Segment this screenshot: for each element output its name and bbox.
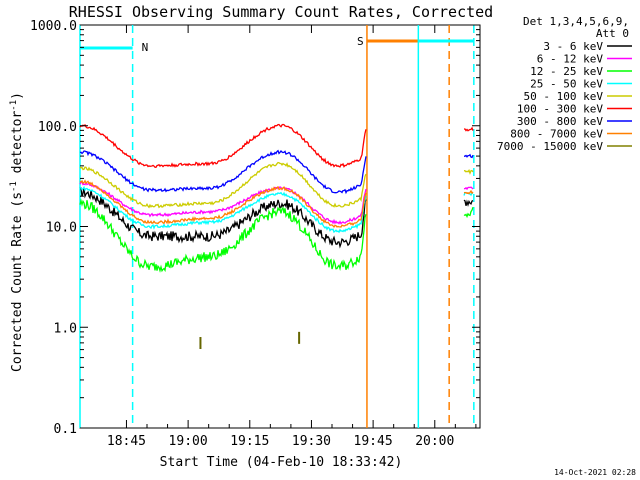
series-line-300-800-keV xyxy=(79,149,367,195)
flag-label: S xyxy=(357,35,364,48)
legend-header-2: Att 0 xyxy=(596,27,629,40)
y-tick-label: 1.0 xyxy=(54,321,77,336)
legend-label: 800 - 7000 keV xyxy=(510,128,603,141)
legend-entry: 50 - 100 keV xyxy=(524,90,632,103)
x-tick-label: 19:30 xyxy=(292,434,331,449)
y-tick-label: 1000.0 xyxy=(30,19,77,34)
series-line-6-12-keV xyxy=(463,186,474,191)
legend-label: 100 - 300 keV xyxy=(517,103,603,116)
legend-entry: 3 - 6 keV xyxy=(543,40,632,53)
x-tick-label: 18:45 xyxy=(107,434,146,449)
flag-label: N xyxy=(142,41,149,54)
series-line-800-7000-keV xyxy=(79,179,367,228)
y-axis-label-sup2: -1 xyxy=(9,100,19,111)
y-axis: 0.1 1.0 10.0 100.0 1000.0 xyxy=(30,19,480,437)
x-tick-label: 19:45 xyxy=(354,434,393,449)
series-line-300-800-keV xyxy=(464,153,474,159)
series-line-3-6-keV xyxy=(463,199,474,207)
series-line-25-50-keV xyxy=(79,185,367,234)
legend-label: 3 - 6 keV xyxy=(543,40,603,53)
y-tick-label: 0.1 xyxy=(54,422,77,437)
y-tick-label: 10.0 xyxy=(46,221,77,236)
series-line-12-25-keV xyxy=(463,206,474,219)
legend-label: 300 - 800 keV xyxy=(517,115,603,128)
series-layer xyxy=(79,123,474,350)
y-axis-label-main: Corrected Count Rate (s xyxy=(10,192,25,372)
legend-header-1: Det 1,3,4,5,6,9, xyxy=(523,15,629,28)
y-axis-label-end: ) xyxy=(10,92,25,100)
x-axis: 18:45 19:00 19:15 19:30 19:45 20:00 xyxy=(107,25,477,449)
series-line-3-6-keV xyxy=(79,186,367,249)
series-line-100-300-keV xyxy=(79,123,367,168)
x-tick-label: 19:15 xyxy=(230,434,269,449)
y-tick-label: 100.0 xyxy=(38,120,77,135)
x-tick-label: 20:00 xyxy=(415,434,454,449)
legend-entry: 7000 - 15000 keV xyxy=(497,140,632,153)
legend-label: 7000 - 15000 keV xyxy=(497,140,603,153)
series-line-800-7000-keV xyxy=(463,189,474,195)
footer-timestamp: 14-Oct-2021 02:28 xyxy=(554,468,636,477)
series-line-12-25-keV xyxy=(79,198,367,273)
plot-frame xyxy=(79,24,481,429)
x-tick-label: 19:00 xyxy=(169,434,208,449)
legend-label: 25 - 50 keV xyxy=(530,78,603,91)
legend-entry: 6 - 12 keV xyxy=(537,53,632,66)
legend-entry: 25 - 50 keV xyxy=(530,78,632,91)
series-line-100-300-keV xyxy=(464,126,474,132)
legend-label: 6 - 12 keV xyxy=(537,53,604,66)
series-line-50-100-keV xyxy=(79,161,367,209)
chart-title: RHESSI Observing Summary Count Rates, Co… xyxy=(69,3,493,21)
legend-entry: 300 - 800 keV xyxy=(517,115,632,128)
series-line-6-12-keV xyxy=(79,181,367,225)
y-axis-label-mid: detector xyxy=(10,111,25,182)
series-line-50-100-keV xyxy=(463,169,474,175)
legend-entry: 100 - 300 keV xyxy=(517,103,632,116)
x-axis-label: Start Time (04-Feb-10 18:33:42) xyxy=(160,455,403,470)
legend-label: 12 - 25 keV xyxy=(530,65,603,78)
y-axis-label: Corrected Count Rate (s-1 detector-1) xyxy=(9,92,25,372)
legend-entry: 12 - 25 keV xyxy=(530,65,632,78)
y-axis-label-sup1: -1 xyxy=(9,181,19,192)
legend-label: 50 - 100 keV xyxy=(524,90,604,103)
legend-entry: 800 - 7000 keV xyxy=(510,128,632,141)
